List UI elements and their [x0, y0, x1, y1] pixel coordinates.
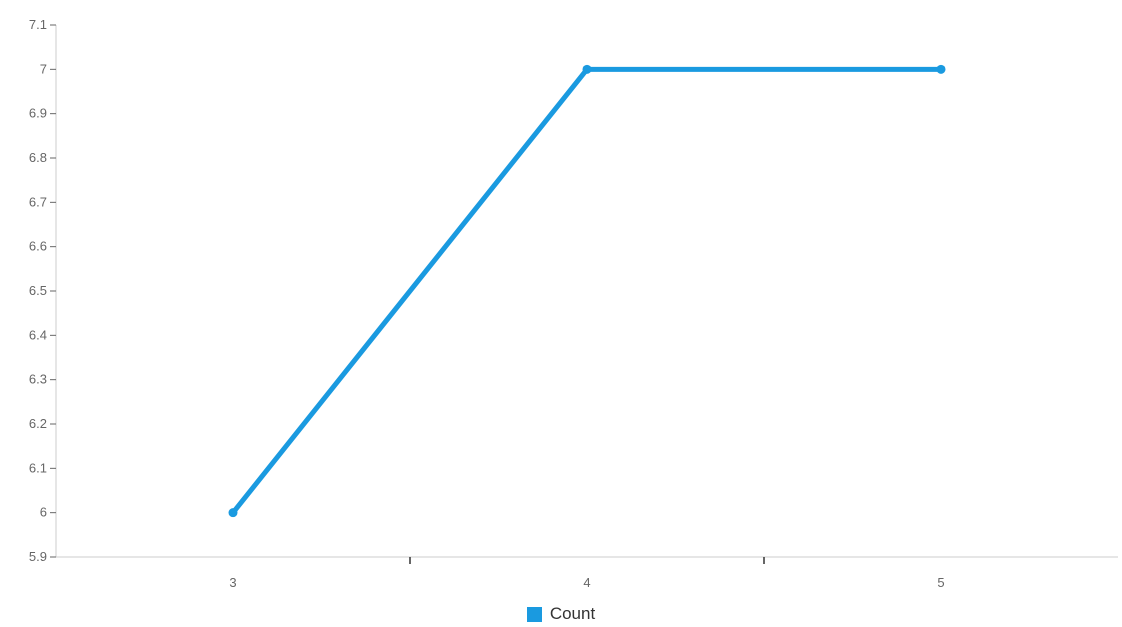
x-tick-label: 4 — [583, 575, 590, 590]
x-tick-label: 3 — [229, 575, 236, 590]
legend-swatch-count — [526, 606, 542, 622]
series-line-count — [230, 66, 944, 516]
series-layer — [228, 64, 946, 518]
y-tick-label: 6.8 — [29, 150, 47, 165]
y-tick-label: 7 — [40, 61, 47, 76]
y-tick-label: 6.4 — [29, 327, 47, 342]
y-tick-label: 7.1 — [29, 17, 47, 32]
data-point — [936, 64, 946, 74]
data-point — [228, 508, 238, 518]
legend: Count — [0, 604, 1122, 624]
data-point — [582, 64, 592, 74]
y-tick-label: 6.1 — [29, 460, 47, 475]
y-tick-label: 6.7 — [29, 194, 47, 209]
legend-label-count: Count — [549, 604, 596, 623]
y-tick-label: 6.5 — [29, 283, 47, 298]
y-tick-label: 5.9 — [29, 549, 47, 564]
y-tick-label: 6 — [40, 505, 47, 520]
y-tick-label: 6.6 — [29, 239, 47, 254]
y-tick-label: 6.2 — [29, 416, 47, 431]
y-tick-label: 6.3 — [29, 372, 47, 387]
y-tick-label: 6.9 — [29, 106, 47, 121]
x-tick-label: 5 — [937, 575, 944, 590]
x-axis: 3 4 5 — [56, 556, 1118, 590]
y-axis: 5.9 6 6.1 6.2 6.3 6.4 6.5 6.6 6.7 6.8 6.9 7 7.1 — [29, 17, 57, 564]
